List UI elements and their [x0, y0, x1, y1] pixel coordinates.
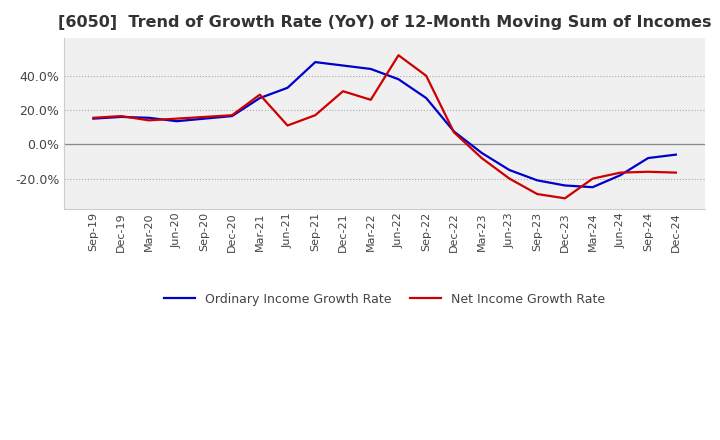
Net Income Growth Rate — [283, 123, 292, 128]
Net Income Growth Rate — [338, 88, 347, 94]
Net Income Growth Rate — [588, 176, 597, 181]
Ordinary Income Growth Rate — [117, 114, 125, 120]
Net Income Growth Rate — [228, 113, 236, 118]
Ordinary Income Growth Rate — [616, 172, 625, 178]
Net Income Growth Rate — [256, 92, 264, 97]
Ordinary Income Growth Rate — [394, 77, 402, 82]
Net Income Growth Rate — [672, 170, 680, 175]
Net Income Growth Rate — [311, 113, 320, 118]
Ordinary Income Growth Rate — [338, 63, 347, 68]
Net Income Growth Rate — [145, 118, 153, 123]
Net Income Growth Rate — [200, 114, 209, 120]
Legend: Ordinary Income Growth Rate, Net Income Growth Rate: Ordinary Income Growth Rate, Net Income … — [158, 288, 611, 311]
Line: Ordinary Income Growth Rate: Ordinary Income Growth Rate — [94, 62, 676, 187]
Net Income Growth Rate — [644, 169, 652, 174]
Net Income Growth Rate — [89, 115, 98, 121]
Ordinary Income Growth Rate — [450, 129, 459, 134]
Ordinary Income Growth Rate — [311, 59, 320, 65]
Net Income Growth Rate — [172, 116, 181, 121]
Ordinary Income Growth Rate — [172, 118, 181, 124]
Ordinary Income Growth Rate — [477, 150, 486, 156]
Ordinary Income Growth Rate — [672, 152, 680, 157]
Ordinary Income Growth Rate — [366, 66, 375, 72]
Net Income Growth Rate — [505, 176, 514, 181]
Ordinary Income Growth Rate — [256, 95, 264, 101]
Ordinary Income Growth Rate — [561, 183, 570, 188]
Net Income Growth Rate — [533, 191, 541, 197]
Net Income Growth Rate — [366, 97, 375, 103]
Ordinary Income Growth Rate — [422, 95, 431, 101]
Ordinary Income Growth Rate — [283, 85, 292, 91]
Net Income Growth Rate — [422, 73, 431, 78]
Ordinary Income Growth Rate — [89, 116, 98, 121]
Ordinary Income Growth Rate — [228, 114, 236, 119]
Ordinary Income Growth Rate — [533, 178, 541, 183]
Net Income Growth Rate — [394, 53, 402, 58]
Ordinary Income Growth Rate — [588, 184, 597, 190]
Net Income Growth Rate — [477, 155, 486, 161]
Ordinary Income Growth Rate — [644, 155, 652, 161]
Net Income Growth Rate — [561, 196, 570, 201]
Ordinary Income Growth Rate — [145, 115, 153, 121]
Ordinary Income Growth Rate — [200, 116, 209, 121]
Net Income Growth Rate — [616, 170, 625, 175]
Line: Net Income Growth Rate: Net Income Growth Rate — [94, 55, 676, 198]
Net Income Growth Rate — [117, 114, 125, 119]
Ordinary Income Growth Rate — [505, 167, 514, 172]
Title: [6050]  Trend of Growth Rate (YoY) of 12-Month Moving Sum of Incomes: [6050] Trend of Growth Rate (YoY) of 12-… — [58, 15, 711, 30]
Net Income Growth Rate — [450, 130, 459, 135]
